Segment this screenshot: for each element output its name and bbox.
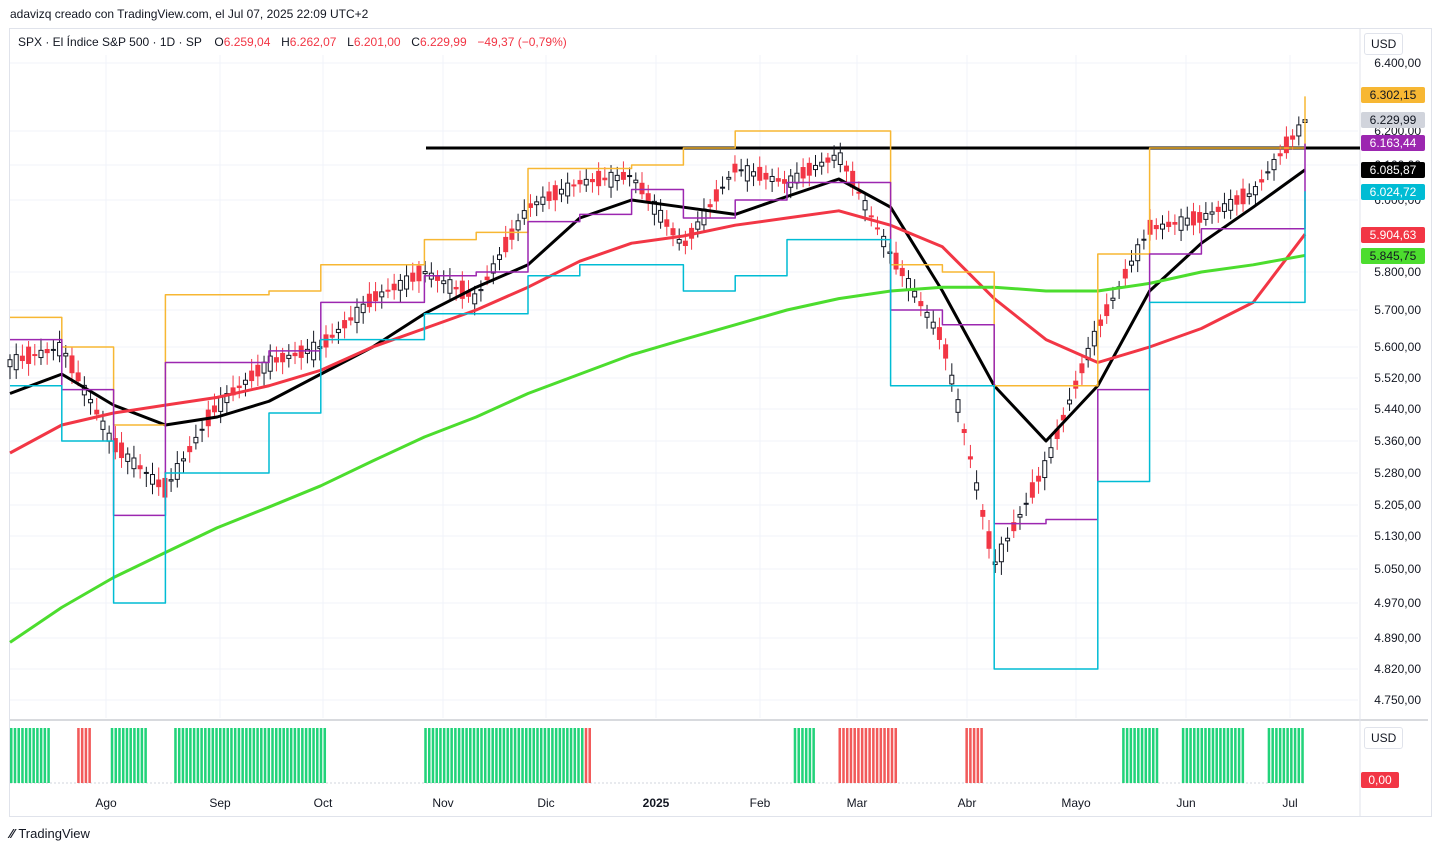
price-tick-label: 4.820,00 bbox=[1374, 662, 1421, 676]
time-tick-label: Ago bbox=[95, 796, 117, 810]
high-value: 6.262,07 bbox=[289, 35, 337, 49]
time-tick-label: 2025 bbox=[642, 796, 670, 810]
ohlc-legend: SPX · El Índice S&P 500 · 1D · SP O6.259… bbox=[18, 35, 567, 49]
change-value: −49,37 (−0,79%) bbox=[477, 35, 567, 49]
price-badge: 6.229,99 bbox=[1361, 112, 1425, 128]
time-tick-label: Oct bbox=[313, 796, 333, 810]
sub-currency-button[interactable]: USD bbox=[1364, 727, 1404, 749]
price-badge: 6.302,15 bbox=[1361, 87, 1425, 103]
low-value: 6.201,00 bbox=[353, 35, 401, 49]
time-tick-label: Jun bbox=[1176, 796, 1196, 810]
time-tick-label: Mayo bbox=[1061, 796, 1091, 810]
price-tick-label: 5.440,00 bbox=[1374, 402, 1421, 416]
time-tick-label: Feb bbox=[749, 796, 771, 810]
time-tick-label: Sep bbox=[209, 796, 231, 810]
price-badge: 6.163,44 bbox=[1361, 135, 1425, 151]
price-badge: 6.085,87 bbox=[1361, 162, 1425, 178]
price-tick-label: 5.520,00 bbox=[1374, 371, 1421, 385]
close-label: C bbox=[411, 35, 420, 49]
price-tick-label: 4.970,00 bbox=[1374, 596, 1421, 610]
histogram-value-badge: 0,00 bbox=[1361, 772, 1399, 788]
price-badge: 5.904,63 bbox=[1361, 227, 1425, 243]
price-tick-label: 4.750,00 bbox=[1374, 693, 1421, 707]
close-value: 6.229,99 bbox=[419, 35, 467, 49]
time-tick-label: Nov bbox=[432, 796, 454, 810]
time-tick-label: Dic bbox=[537, 796, 555, 810]
time-tick-label: Mar bbox=[846, 796, 868, 810]
high-label: H bbox=[281, 35, 290, 49]
symbol-label[interactable]: SPX · El Índice S&P 500 · 1D · SP bbox=[18, 35, 202, 49]
price-tick-label: 5.050,00 bbox=[1374, 562, 1421, 576]
low-label: L bbox=[347, 35, 354, 49]
time-tick-label: Jul bbox=[1282, 796, 1298, 810]
tradingview-logo-icon: ⁄⁄ bbox=[10, 826, 15, 841]
time-tick-label: Abr bbox=[957, 796, 977, 810]
currency-button[interactable]: USD bbox=[1364, 33, 1404, 55]
price-tick-label: 5.280,00 bbox=[1374, 466, 1421, 480]
chart-frame bbox=[9, 28, 1432, 817]
price-tick-label: 5.130,00 bbox=[1374, 529, 1421, 543]
price-tick-label: 4.890,00 bbox=[1374, 631, 1421, 645]
price-tick-label: 6.400,00 bbox=[1374, 56, 1421, 70]
open-value: 6.259,04 bbox=[223, 35, 271, 49]
open-label: O bbox=[214, 35, 224, 49]
price-tick-label: 5.205,00 bbox=[1374, 498, 1421, 512]
tradingview-logo[interactable]: ⁄⁄ TradingView bbox=[10, 826, 90, 841]
price-tick-label: 5.700,00 bbox=[1374, 303, 1421, 317]
price-tick-label: 5.600,00 bbox=[1374, 340, 1421, 354]
price-tick-label: 5.800,00 bbox=[1374, 265, 1421, 279]
chart-credit: adavizq creado con TradingView.com, el J… bbox=[10, 7, 369, 21]
brand-label: TradingView bbox=[18, 826, 90, 841]
price-badge: 5.845,75 bbox=[1361, 248, 1425, 264]
price-tick-label: 5.360,00 bbox=[1374, 434, 1421, 448]
price-badge: 6.024,72 bbox=[1361, 184, 1425, 200]
